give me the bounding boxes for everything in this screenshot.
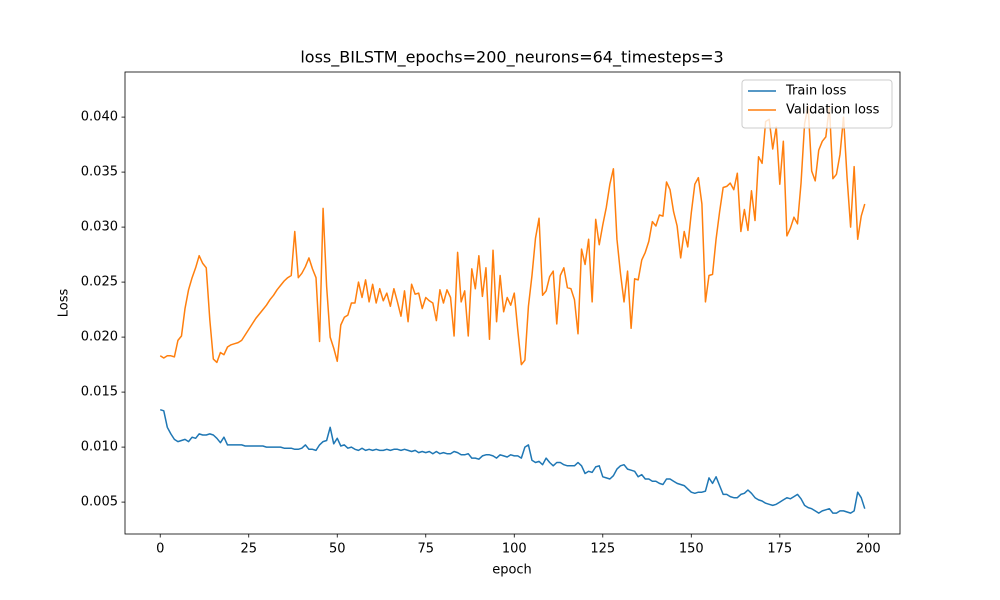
series-line [159, 105, 866, 366]
x-tick-label: 150 [679, 542, 704, 557]
x-tick-label: 175 [767, 542, 792, 557]
y-tick-label: 0.010 [81, 440, 118, 455]
series-line [160, 408, 866, 514]
y-tick-label: 0.020 [81, 330, 118, 345]
x-tick-label: 200 [856, 542, 881, 557]
x-tick-label: 50 [329, 542, 346, 557]
x-tick-label: 0 [156, 542, 164, 557]
y-axis-label: Loss [57, 289, 72, 318]
y-tick-label: 0.040 [81, 110, 118, 125]
y-tick-label: 0.025 [81, 275, 118, 290]
axes-frame [124, 71, 901, 535]
y-tick-label: 0.005 [81, 495, 118, 510]
x-tick-label: 125 [590, 542, 615, 557]
x-axis-label: epoch [492, 563, 532, 578]
chart-title: loss_BILSTM_epochs=200_neurons=64_timest… [300, 48, 723, 68]
x-tick-label: 75 [417, 542, 434, 557]
x-tick-label: 25 [240, 542, 257, 557]
y-tick-label: 0.015 [81, 385, 118, 400]
legend-label: Train loss [785, 84, 847, 99]
y-tick-label: 0.030 [81, 220, 118, 235]
legend-label: Validation loss [786, 103, 880, 118]
y-tick-label: 0.035 [81, 165, 118, 180]
x-tick-label: 100 [502, 542, 527, 557]
legend-box [741, 79, 893, 129]
